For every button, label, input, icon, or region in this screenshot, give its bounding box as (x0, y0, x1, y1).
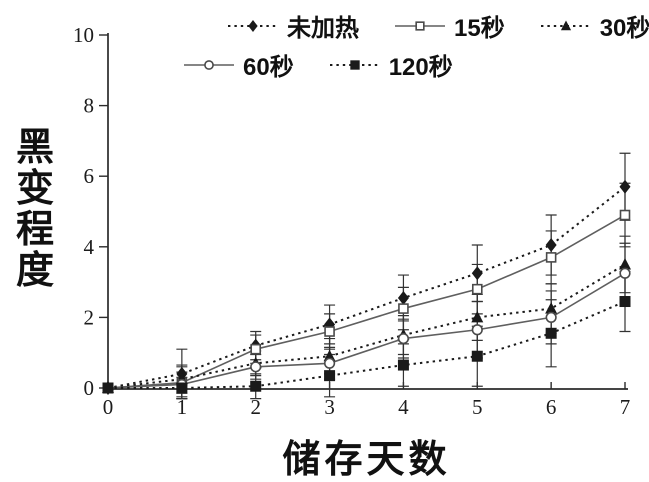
marker-square-open (324, 326, 335, 337)
x-tick-label: 6 (546, 395, 557, 419)
legend-item-120s: 120秒 (328, 47, 453, 82)
y-tick-label: 8 (84, 94, 95, 118)
legend-marker-sample-15s (395, 20, 445, 31)
marker-diamond-filled (471, 266, 483, 281)
y-tick-label: 6 (84, 164, 95, 188)
marker-triangle-filled (619, 257, 631, 270)
legend-item-unheated: 未加热 (226, 8, 359, 43)
series-line-unheated (107, 186, 626, 389)
x-axis-title: 储存天数 (282, 439, 451, 481)
y-tick-label: 0 (84, 376, 95, 400)
legend-marker-sample-60s (184, 59, 234, 70)
legend-item-15s: 15秒 (393, 8, 505, 43)
legend-item-label: 未加热 (287, 15, 359, 42)
x-tick-label: 2 (250, 395, 261, 419)
marker-circle-open (471, 324, 483, 336)
legend: 未加热 15秒 30秒 60秒 120秒 (0, 8, 649, 82)
legend-item-label: 120秒 (388, 54, 453, 81)
marker-square-filled (250, 380, 262, 392)
legend-row-1: 未加热 15秒 30秒 (0, 8, 649, 43)
marker-circle-open (323, 357, 336, 369)
marker-diamond-filled (397, 290, 409, 305)
series-line-60s (107, 272, 626, 389)
marker-square-filled (619, 296, 631, 308)
marker-square-open (471, 283, 483, 295)
marker-triangle-filled (560, 19, 571, 30)
y-axis-title-char: 变 (16, 168, 55, 211)
legend-row-2: 60秒 120秒 (0, 47, 649, 82)
marker-square-filled (545, 327, 557, 339)
marker-triangle-filled (323, 349, 336, 362)
marker-square-open (619, 209, 631, 221)
y-tick-label: 4 (84, 235, 95, 259)
legend-item-60s: 60秒 (182, 47, 294, 82)
series-line-120s (108, 300, 626, 389)
marker-circle-open (545, 311, 557, 324)
y-axis-title-char: 程 (16, 209, 55, 252)
y-tick-label: 2 (84, 305, 95, 329)
x-tick-label: 1 (177, 395, 188, 419)
marker-square-open (398, 303, 409, 314)
legend-marker-sample-120s (329, 59, 380, 70)
marker-square-open (415, 20, 425, 31)
marker-circle-open (250, 361, 262, 373)
marker-square-filled (471, 350, 483, 362)
y-tick-label: 10 (73, 23, 94, 47)
x-tick-label: 0 (103, 395, 114, 419)
marker-square-filled (102, 382, 114, 394)
x-tick-label: 4 (398, 395, 409, 419)
axes (107, 33, 628, 390)
marker-diamond-filled (248, 19, 258, 32)
marker-square-open (545, 252, 557, 263)
series-line-30s (107, 263, 626, 389)
marker-diamond-filled (619, 179, 631, 194)
marker-square-filled (350, 59, 360, 70)
marker-circle-open (619, 267, 631, 279)
legend-item-label: 60秒 (243, 54, 294, 81)
marker-square-filled (397, 359, 409, 371)
marker-triangle-filled (471, 310, 484, 323)
series-line-15s (107, 214, 626, 389)
x-tick-label: 7 (620, 395, 631, 419)
marker-diamond-filled (545, 238, 557, 253)
legend-marker-sample-30s (540, 19, 591, 30)
marker-square-open (250, 343, 262, 355)
legend-item-30s: 30秒 (539, 8, 649, 43)
y-axis-title-char: 黑 (16, 127, 55, 169)
y-axis-title: 黑 变 程 度 (16, 127, 55, 293)
x-tick-label: 3 (324, 395, 335, 419)
y-axis-title-char: 度 (16, 250, 55, 293)
marker-triangle-filled (545, 302, 558, 314)
marker-circle-open (204, 59, 214, 70)
series-markers-120s (102, 296, 631, 394)
x-tick-label: 5 (472, 395, 483, 419)
marker-square-filled (176, 382, 188, 394)
legend-item-label: 15秒 (454, 15, 505, 42)
legend-marker-sample-unheated (228, 19, 278, 32)
marker-circle-open (397, 332, 410, 345)
legend-item-label: 30秒 (599, 15, 649, 42)
marker-square-filled (324, 370, 336, 382)
